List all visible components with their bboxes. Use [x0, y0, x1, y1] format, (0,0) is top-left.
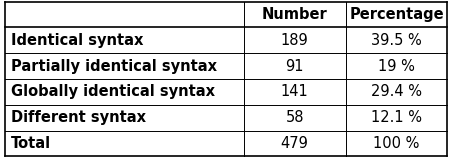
Text: 141: 141 [280, 84, 308, 99]
Text: 479: 479 [280, 136, 308, 151]
Text: Different syntax: Different syntax [11, 110, 146, 125]
Text: 19 %: 19 % [377, 59, 414, 74]
Text: Total: Total [11, 136, 51, 151]
Text: Number: Number [261, 7, 327, 22]
Text: Partially identical syntax: Partially identical syntax [11, 59, 217, 74]
Text: 39.5 %: 39.5 % [370, 33, 421, 48]
Text: Identical syntax: Identical syntax [11, 33, 143, 48]
Text: 58: 58 [285, 110, 303, 125]
Text: 29.4 %: 29.4 % [370, 84, 421, 99]
Text: 189: 189 [280, 33, 308, 48]
Text: Globally identical syntax: Globally identical syntax [11, 84, 215, 99]
Text: 100 %: 100 % [373, 136, 419, 151]
Text: 12.1 %: 12.1 % [370, 110, 421, 125]
Text: 91: 91 [285, 59, 303, 74]
Text: Percentage: Percentage [349, 7, 443, 22]
